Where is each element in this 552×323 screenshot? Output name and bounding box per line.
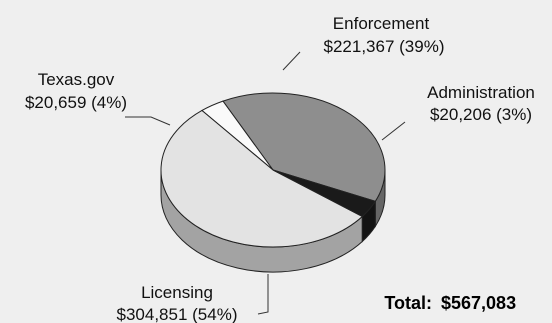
leader-line-texasgov xyxy=(125,116,171,126)
slice-label-texasgov-name: Texas.gov xyxy=(38,70,115,89)
leader-line-administration xyxy=(381,121,406,141)
pie-top-layer xyxy=(160,92,386,248)
slice-enforcement xyxy=(222,92,386,202)
slice-licensing xyxy=(160,109,364,248)
slice-label-licensing-value: $304,851 (54%) xyxy=(117,305,238,323)
total-value: $567,083 xyxy=(441,293,516,313)
slice-label-licensing-name: Licensing xyxy=(141,283,213,302)
leader-line-licensing xyxy=(257,274,269,315)
slice-texasgov xyxy=(272,169,377,218)
leader-line-enforcement xyxy=(282,51,301,71)
slice-label-enforcement-value: $221,367 (39%) xyxy=(324,37,445,56)
slice-label-administration-name: Administration xyxy=(427,83,535,102)
leader-lines xyxy=(125,51,406,315)
slice-label-enforcement-name: Enforcement xyxy=(333,14,430,33)
slice-label-texasgov-value: $20,659 (4%) xyxy=(25,93,127,112)
slice-label-administration-value: $20,206 (3%) xyxy=(430,105,532,124)
total-label: Total: xyxy=(384,293,432,313)
